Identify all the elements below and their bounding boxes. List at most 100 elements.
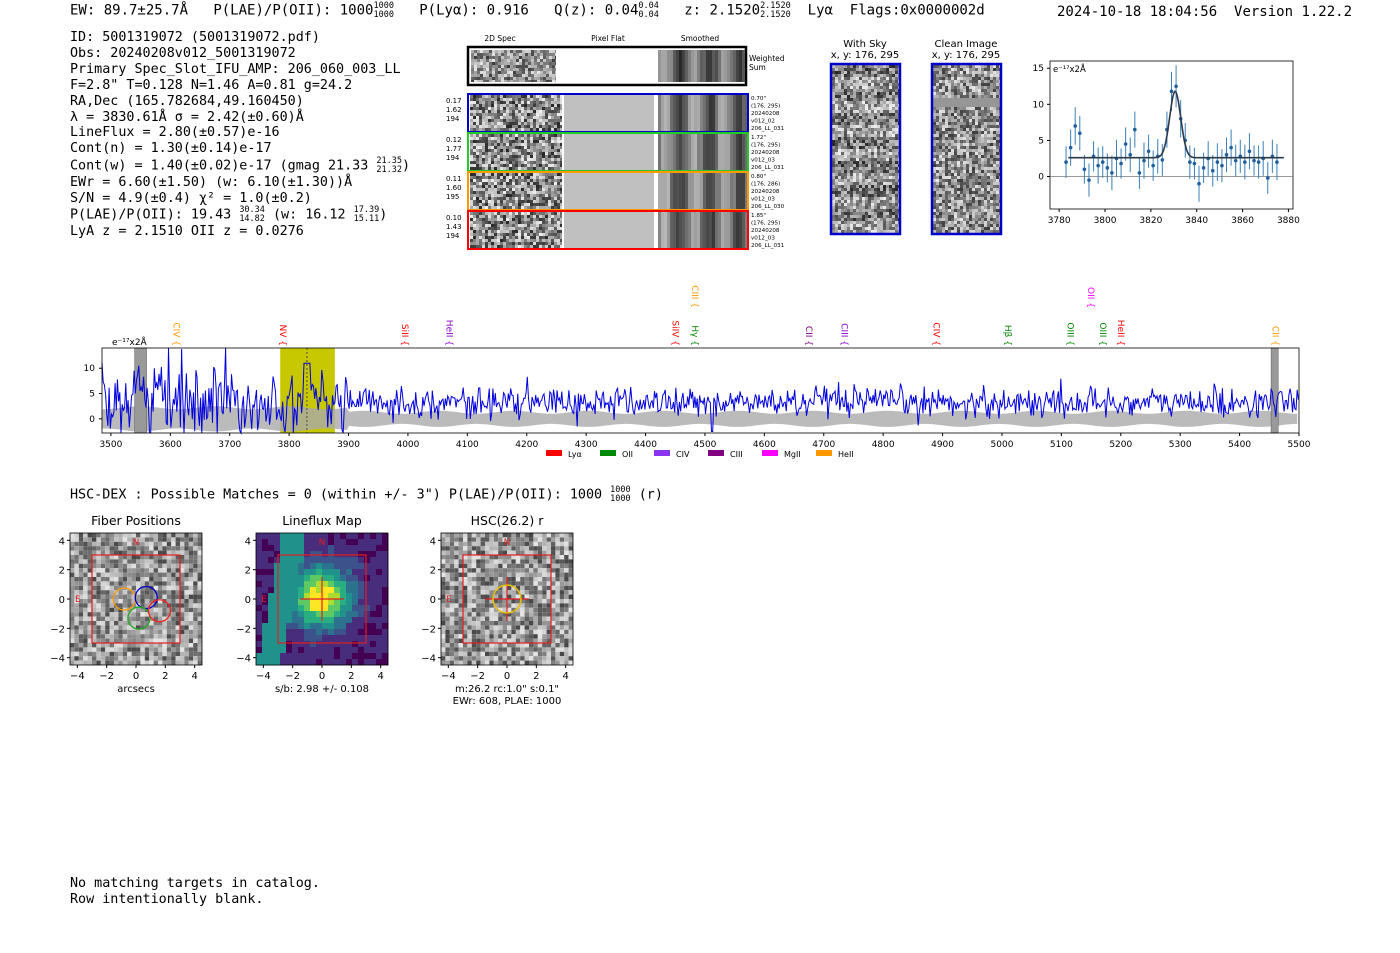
fiber-row-right-info: (176, 286) — [751, 182, 780, 188]
header-ew: EW: 89.7±25.7Å — [70, 2, 189, 19]
header-plya: P(Lyα): 0.916 — [419, 2, 529, 19]
panel-title: HSC(26.2) r — [471, 513, 545, 528]
spectrum-legend-swatch — [546, 450, 562, 456]
panel-x-tick-label: 2 — [348, 671, 354, 682]
spectrum-x-tick-label: 5100 — [1050, 440, 1073, 450]
spectrum-legend-swatch — [708, 450, 724, 456]
fiber-row-right-info: v012_03 — [751, 236, 775, 242]
zoom-data-point — [1247, 149, 1252, 154]
fiber-circle — [134, 585, 158, 610]
panel-x-label: arcsecs — [117, 684, 155, 695]
panel-north-label: N — [133, 538, 140, 548]
panel-east-label: E — [446, 595, 452, 605]
panel-east-label: E — [75, 595, 81, 605]
zoom-y-tick-label: 5 — [1038, 136, 1044, 146]
spectrum-x-tick-label: 4100 — [456, 440, 479, 450]
zoom-data-point — [1064, 160, 1068, 164]
panel-image — [70, 533, 202, 665]
fiber-row-left-stat: 194 — [446, 154, 460, 162]
with-sky-frame — [829, 62, 902, 236]
fiber-row-smoothed — [658, 173, 748, 209]
panel-y-tick-label: −4 — [421, 654, 436, 665]
fiber-row-2d-spec — [470, 134, 562, 170]
fiber-row-right-info: v012_03 — [751, 158, 775, 164]
spectrum-line-marker: OII { — [1085, 287, 1095, 308]
spectrum-y-tick-label: 10 — [84, 364, 96, 374]
panel-y-tick-label: 2 — [245, 566, 251, 577]
info-spec: Primary Spec_Slot_IFU_AMP: 206_060_003_L… — [70, 61, 401, 77]
fiber-row-left-stat: 1.60 — [446, 184, 462, 192]
header-flags: Flags:0x0000002d — [849, 2, 985, 19]
panel-y-tick-label: −4 — [50, 654, 65, 665]
panel-x-tick-label: −4 — [441, 671, 456, 682]
spectrum-x-tick-label: 3600 — [159, 440, 182, 450]
info-contn: Cont(n) = 1.30(±0.14)e-17 — [70, 141, 272, 157]
panel-y-tick-label: 0 — [245, 595, 251, 606]
panel-image — [441, 533, 573, 665]
catalog-footer: No matching targets in catalog. Row inte… — [70, 876, 320, 907]
spectrum-line-marker: CII { — [803, 326, 813, 346]
zoom-data-point — [1229, 145, 1233, 150]
fiber-row-pixel-flat — [564, 212, 654, 248]
panel-caption-2: EWr: 608, PLAE: 1000 — [453, 696, 562, 707]
spectrum-x-tick-label: 3700 — [218, 440, 241, 450]
footer-line-1: No matching targets in catalog. — [70, 876, 320, 891]
spectrum-line-marker: OIII { — [1097, 322, 1107, 346]
zoom-y-tick-label: 15 — [1033, 64, 1044, 74]
zoom-data-point — [1105, 166, 1110, 170]
info-sn: S/N = 4.9(±0.4) χ² = 1.0(±0.2) — [70, 190, 312, 206]
panel-x-tick-label: 2 — [162, 671, 168, 682]
col-label-2d-spec: 2D Spec — [484, 34, 515, 43]
full-spectrum-chart: 3500 3600 3700 3800 3900 4000 4100 4200 4300 4400… — [84, 285, 1311, 459]
zoom-data-point — [1073, 124, 1078, 128]
spectrum-line-marker: Hγ { — [689, 325, 699, 346]
fiber-row-left-stat: 194 — [446, 232, 460, 240]
spectrum-x-tick-label: 3800 — [278, 440, 301, 450]
fiber-row-right-info: (176, 295) — [751, 221, 780, 227]
spectrum-line-marker: CIII { — [689, 285, 699, 308]
zoom-data-point — [1119, 161, 1123, 166]
fiber-row-left-stat: 195 — [446, 193, 459, 201]
panel-x-tick-label: 0 — [133, 671, 139, 682]
panel-y-tick-label: 2 — [59, 566, 65, 577]
zoom-data-point — [1096, 163, 1100, 168]
fiber-row-right-info: 0.70" — [751, 96, 766, 102]
spectrum-legend-label: MgII — [784, 450, 801, 459]
spectrum-line-marker: NV { — [277, 325, 287, 346]
timestamp: 2024-10-18 18:04:56 — [1057, 4, 1218, 20]
zoom-data-point — [1100, 160, 1105, 164]
zoom-data-point — [1243, 160, 1247, 164]
panel-north-label: N — [319, 538, 326, 548]
footer-line-2: Row intentionally blank. — [70, 891, 264, 907]
zoom-data-point — [1265, 176, 1270, 180]
fiber-row-pixel-flat — [564, 173, 654, 209]
fiber-row-right-info: 1.72" — [751, 135, 766, 141]
fiber-row-pixel-flat — [564, 95, 654, 131]
spectrum-x-tick-label: 4000 — [396, 440, 419, 450]
fiber-row-2d-spec — [470, 173, 562, 209]
fiber-row-right-info: 206_LL_031 — [751, 243, 785, 249]
fiber-row-left-stat: 1.43 — [446, 223, 462, 231]
spectrum-x-tick-label: 5000 — [991, 440, 1014, 450]
panel-y-tick-label: 0 — [430, 595, 436, 606]
zoom-data-point — [1133, 127, 1137, 132]
zoom-y-tick-label: 0 — [1038, 173, 1044, 183]
fiber-row-right-info: 20240208 — [751, 189, 780, 195]
zoom-x-tick-label: 3840 — [1185, 216, 1208, 226]
panel-x-tick-label: 0 — [504, 671, 510, 682]
line-fit-chart: 3780 3800 3820 3840 3860 3880 0 5 10 15 e⁻¹⁷x2Å — [1033, 60, 1300, 226]
spectrum-flux-line — [101, 347, 1299, 435]
fiber-row-right-info: 1.85" — [751, 213, 766, 219]
zoom-x-tick-label: 3880 — [1277, 216, 1300, 226]
fiber-row-2d-spec — [470, 95, 562, 131]
zoom-gaussian-fit — [1068, 90, 1284, 159]
with-sky-title: With Sky — [843, 39, 887, 50]
clean-image — [933, 65, 1002, 233]
spectrum-line-marker: HeII { — [444, 320, 454, 346]
fiber-row-right-info: 20240208 — [751, 228, 780, 234]
col-label-pixel-flat: Pixel Flat — [591, 34, 625, 43]
fiber-row-right-info: 0.80" — [751, 174, 766, 180]
